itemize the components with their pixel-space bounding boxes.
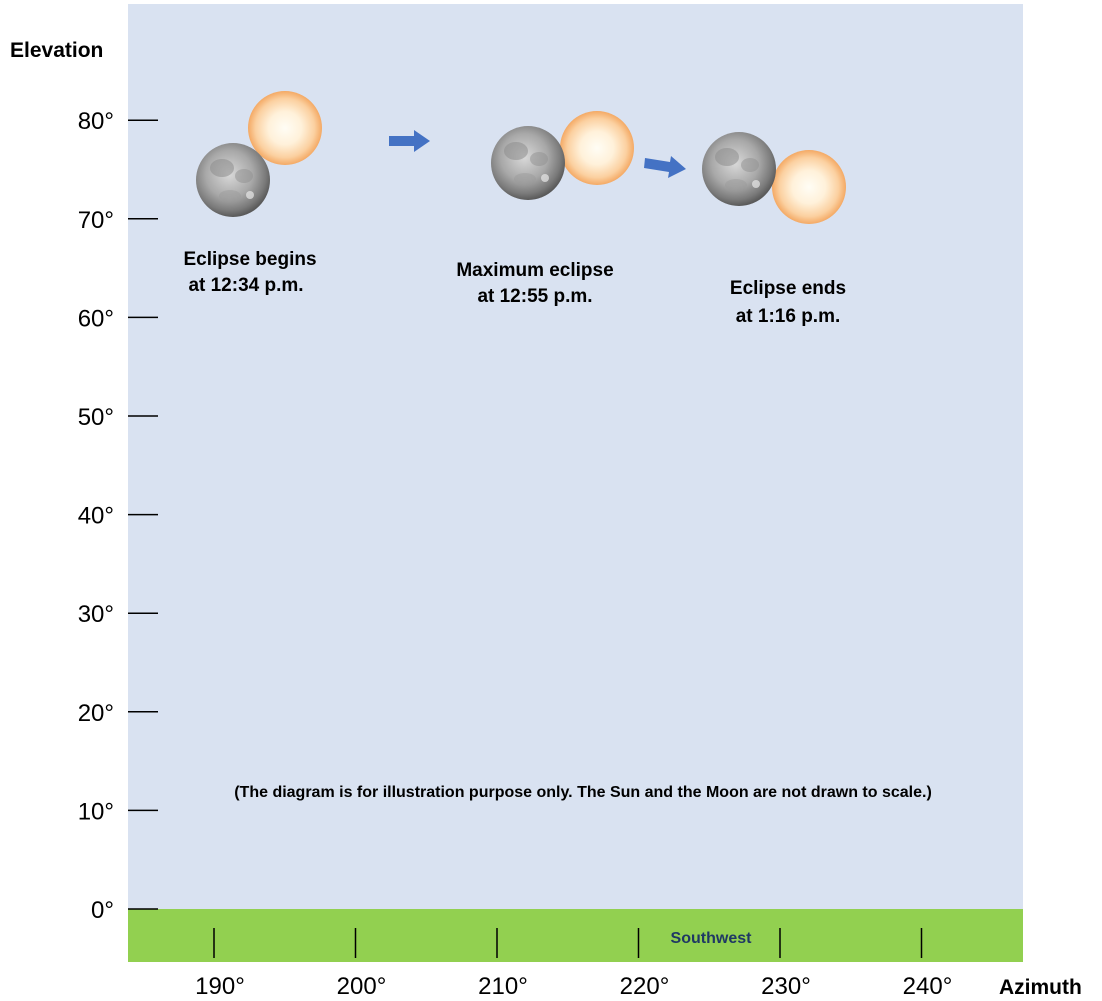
y-tick-label: 70° — [78, 207, 114, 234]
y-axis-title: Elevation — [10, 39, 103, 62]
eclipse-begin-group — [196, 91, 322, 217]
moon-icon — [702, 132, 776, 206]
disclaimer-note: (The diagram is for illustration purpose… — [234, 784, 932, 801]
y-tick-label: 20° — [78, 700, 114, 727]
y-tick-label: 40° — [78, 503, 114, 530]
arrow-right-icon — [389, 130, 430, 152]
moon-icon — [196, 143, 270, 217]
y-tick-label: 60° — [78, 305, 114, 332]
y-tick-label: 30° — [78, 601, 114, 628]
sun-icon — [772, 150, 846, 224]
x-tick-label: 200° — [337, 973, 387, 1000]
arrow-right-icon — [644, 156, 686, 178]
sun-icon — [248, 91, 322, 165]
event-end-caption-line2: at 1:16 p.m. — [736, 306, 841, 327]
y-tick-label: 50° — [78, 404, 114, 431]
x-tick-label: 240° — [903, 973, 953, 1000]
event-max-caption-line2: at 12:55 p.m. — [477, 286, 592, 307]
y-tick-label: 0° — [91, 897, 114, 924]
eclipse-end-group — [702, 132, 846, 224]
x-tick-label: 230° — [761, 973, 811, 1000]
y-tick-label: 10° — [78, 798, 114, 825]
x-axis-ticks: 190° 200° 210° 220° 230° 240° — [195, 928, 952, 1000]
ground-strip — [128, 909, 1023, 962]
event-begin-caption-line1: Eclipse begins — [183, 249, 316, 270]
x-tick-label: 210° — [478, 973, 528, 1000]
eclipse-maximum-group — [491, 111, 634, 200]
event-end-caption-line1: Eclipse ends — [730, 278, 846, 299]
x-axis-title: Azimuth — [999, 976, 1082, 999]
x-tick-label: 190° — [195, 973, 245, 1000]
event-max-caption-line1: Maximum eclipse — [456, 260, 613, 281]
y-tick-label: 80° — [78, 108, 114, 135]
event-begin-caption-line2: at 12:34 p.m. — [188, 275, 303, 296]
moon-icon — [491, 126, 565, 200]
y-axis-ticks: 0° 10° 20° 30° 40° 50° 60° 70° 80° — [78, 108, 158, 924]
ground-label: Southwest — [671, 930, 753, 947]
x-tick-label: 220° — [620, 973, 670, 1000]
sun-icon — [560, 111, 634, 185]
